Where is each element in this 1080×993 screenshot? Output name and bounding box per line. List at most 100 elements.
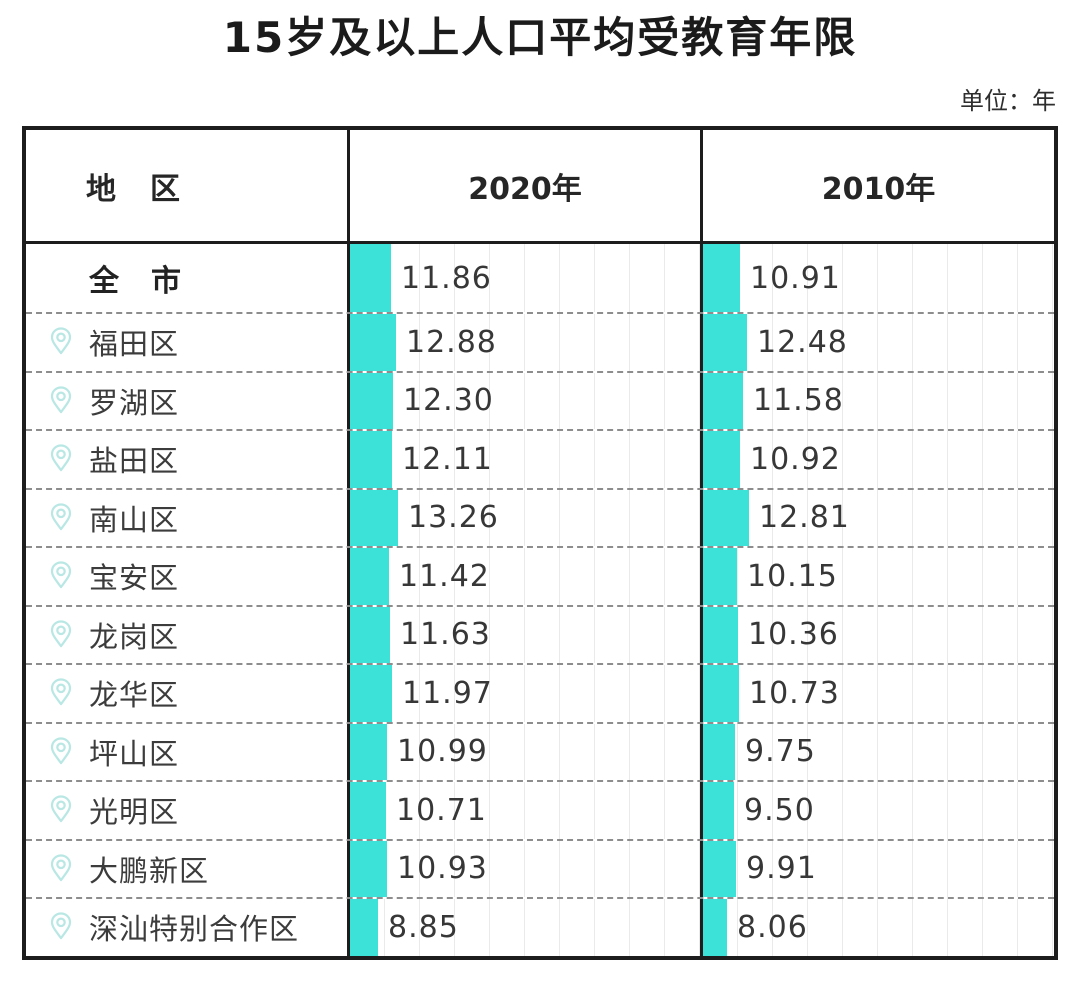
region-cell: 龙岗区: [26, 607, 347, 664]
bar-2020: [350, 548, 389, 605]
bar-2010: [703, 489, 749, 546]
value-2010: 10.73: [749, 675, 840, 711]
cell-2010: 12.48: [700, 314, 1054, 371]
bar-2020: [350, 899, 378, 956]
table-row: 深汕特别合作区 8.85 8.06: [26, 897, 1054, 956]
table-row: 宝安区 11.42 10.15: [26, 546, 1054, 605]
value-2020: 8.85: [388, 909, 459, 945]
region-cell: 坪山区: [26, 724, 347, 781]
bar-2010: [703, 899, 727, 956]
region-label: 南山区: [89, 502, 180, 537]
value-2020: 12.30: [403, 383, 494, 419]
value-2020: 13.26: [408, 500, 499, 536]
header-region: 地 区: [86, 171, 182, 207]
bar-2010: [703, 723, 735, 780]
location-pin-icon: [46, 911, 76, 943]
cell-2010: 10.15: [700, 548, 1054, 605]
location-pin-icon: [46, 853, 76, 885]
table-row: 光明区 10.71 9.50: [26, 780, 1054, 839]
table-row: 大鹏新区 10.93 9.91: [26, 838, 1054, 897]
value-2010: 10.92: [750, 441, 841, 477]
region-label: 深汕特别合作区: [89, 912, 300, 947]
value-2020: 12.11: [402, 441, 493, 477]
cell-2020: 8.85: [347, 899, 700, 956]
bar-2010: [703, 606, 738, 663]
bar-2010: [703, 314, 747, 371]
region-label: 福田区: [89, 327, 180, 362]
value-2010: 9.50: [744, 792, 815, 828]
location-pin-icon: [46, 736, 76, 768]
location-pin-icon: [46, 794, 76, 826]
location-pin-icon: [46, 619, 76, 651]
unit-label: 单位：年: [960, 87, 1056, 115]
table-row: 福田区 12.88 12.48: [26, 312, 1054, 371]
table-row: 坪山区 10.99 9.75: [26, 721, 1054, 781]
cell-2020: 13.26: [347, 489, 700, 546]
region-cell: 盐田区: [26, 431, 347, 488]
page-title: 15岁及以上人口平均受教育年限: [222, 13, 858, 62]
bar-2010: [703, 372, 743, 429]
region-cell: 光明区: [26, 782, 347, 839]
region-cell: 深汕特别合作区: [26, 899, 347, 956]
region-label: 全 市: [89, 264, 182, 299]
cell-2020: 10.93: [347, 840, 700, 897]
region-cell: 南山区: [26, 490, 347, 547]
cell-2020: 12.30: [347, 372, 700, 429]
value-2020: 12.88: [406, 324, 497, 360]
region-label: 坪山区: [89, 736, 180, 771]
cell-2010: 10.73: [700, 665, 1054, 722]
value-2020: 10.71: [396, 792, 487, 828]
value-2010: 11.58: [753, 383, 844, 419]
location-pin-icon: [46, 443, 76, 475]
value-2020: 11.63: [400, 617, 491, 653]
cell-2020: 11.86: [347, 244, 700, 312]
value-2010: 9.91: [746, 851, 817, 887]
table-row: 盐田区 12.11 10.92: [26, 429, 1054, 488]
value-2020: 10.99: [397, 734, 488, 770]
value-2010: 10.36: [748, 617, 839, 653]
education-years-table: 地 区 2020年 2010年 全 市 11.86 10.91 福田区: [22, 126, 1058, 960]
cell-2010: 9.50: [700, 782, 1054, 839]
region-cell: 福田区: [26, 314, 347, 371]
value-2020: 10.93: [397, 851, 488, 887]
bar-2020: [350, 314, 396, 371]
region-label: 宝安区: [89, 561, 180, 596]
table-row: 全 市 11.86 10.91: [26, 244, 1054, 312]
bar-2020: [350, 489, 398, 546]
cell-2020: 10.71: [347, 782, 700, 839]
cell-2020: 11.97: [347, 665, 700, 722]
bar-2020: [350, 372, 393, 429]
bar-2010: [703, 840, 736, 897]
region-label: 大鹏新区: [89, 853, 210, 888]
region-label: 龙华区: [89, 678, 180, 713]
cell-2010: 8.06: [700, 899, 1054, 956]
value-2010: 8.06: [737, 909, 808, 945]
bar-2010: [703, 548, 737, 605]
table-header-row: 地 区 2020年 2010年: [26, 130, 1054, 244]
bar-2020: [350, 665, 392, 722]
value-2010: 10.91: [750, 260, 841, 296]
cell-2010: 9.91: [700, 840, 1054, 897]
value-2010: 12.48: [757, 324, 848, 360]
cell-2020: 11.42: [347, 548, 700, 605]
infographic-page: 15岁及以上人口平均受教育年限 单位：年 地 区 2020年 2010年 全 市…: [0, 4, 1080, 993]
table-row: 龙华区 11.97 10.73: [26, 663, 1054, 722]
bar-2020: [350, 723, 387, 780]
location-pin-icon: [46, 326, 76, 358]
value-2010: 12.81: [759, 500, 850, 536]
bar-2010: [703, 665, 739, 722]
cell-2010: 12.81: [700, 489, 1054, 546]
bar-2020: [350, 244, 391, 312]
value-2020: 11.86: [401, 260, 492, 296]
region-cell: 罗湖区: [26, 373, 347, 430]
bar-2020: [350, 606, 390, 663]
region-cell: 全 市: [26, 244, 347, 312]
bar-2020: [350, 840, 387, 897]
table-row: 南山区 13.26 12.81: [26, 487, 1054, 547]
table-row: 罗湖区 12.30 11.58: [26, 370, 1054, 430]
location-pin-icon: [46, 502, 76, 534]
table-row: 龙岗区 11.63 10.36: [26, 604, 1054, 664]
cell-2020: 12.11: [347, 431, 700, 488]
value-2020: 11.42: [399, 558, 490, 594]
location-pin-icon: [46, 677, 76, 709]
